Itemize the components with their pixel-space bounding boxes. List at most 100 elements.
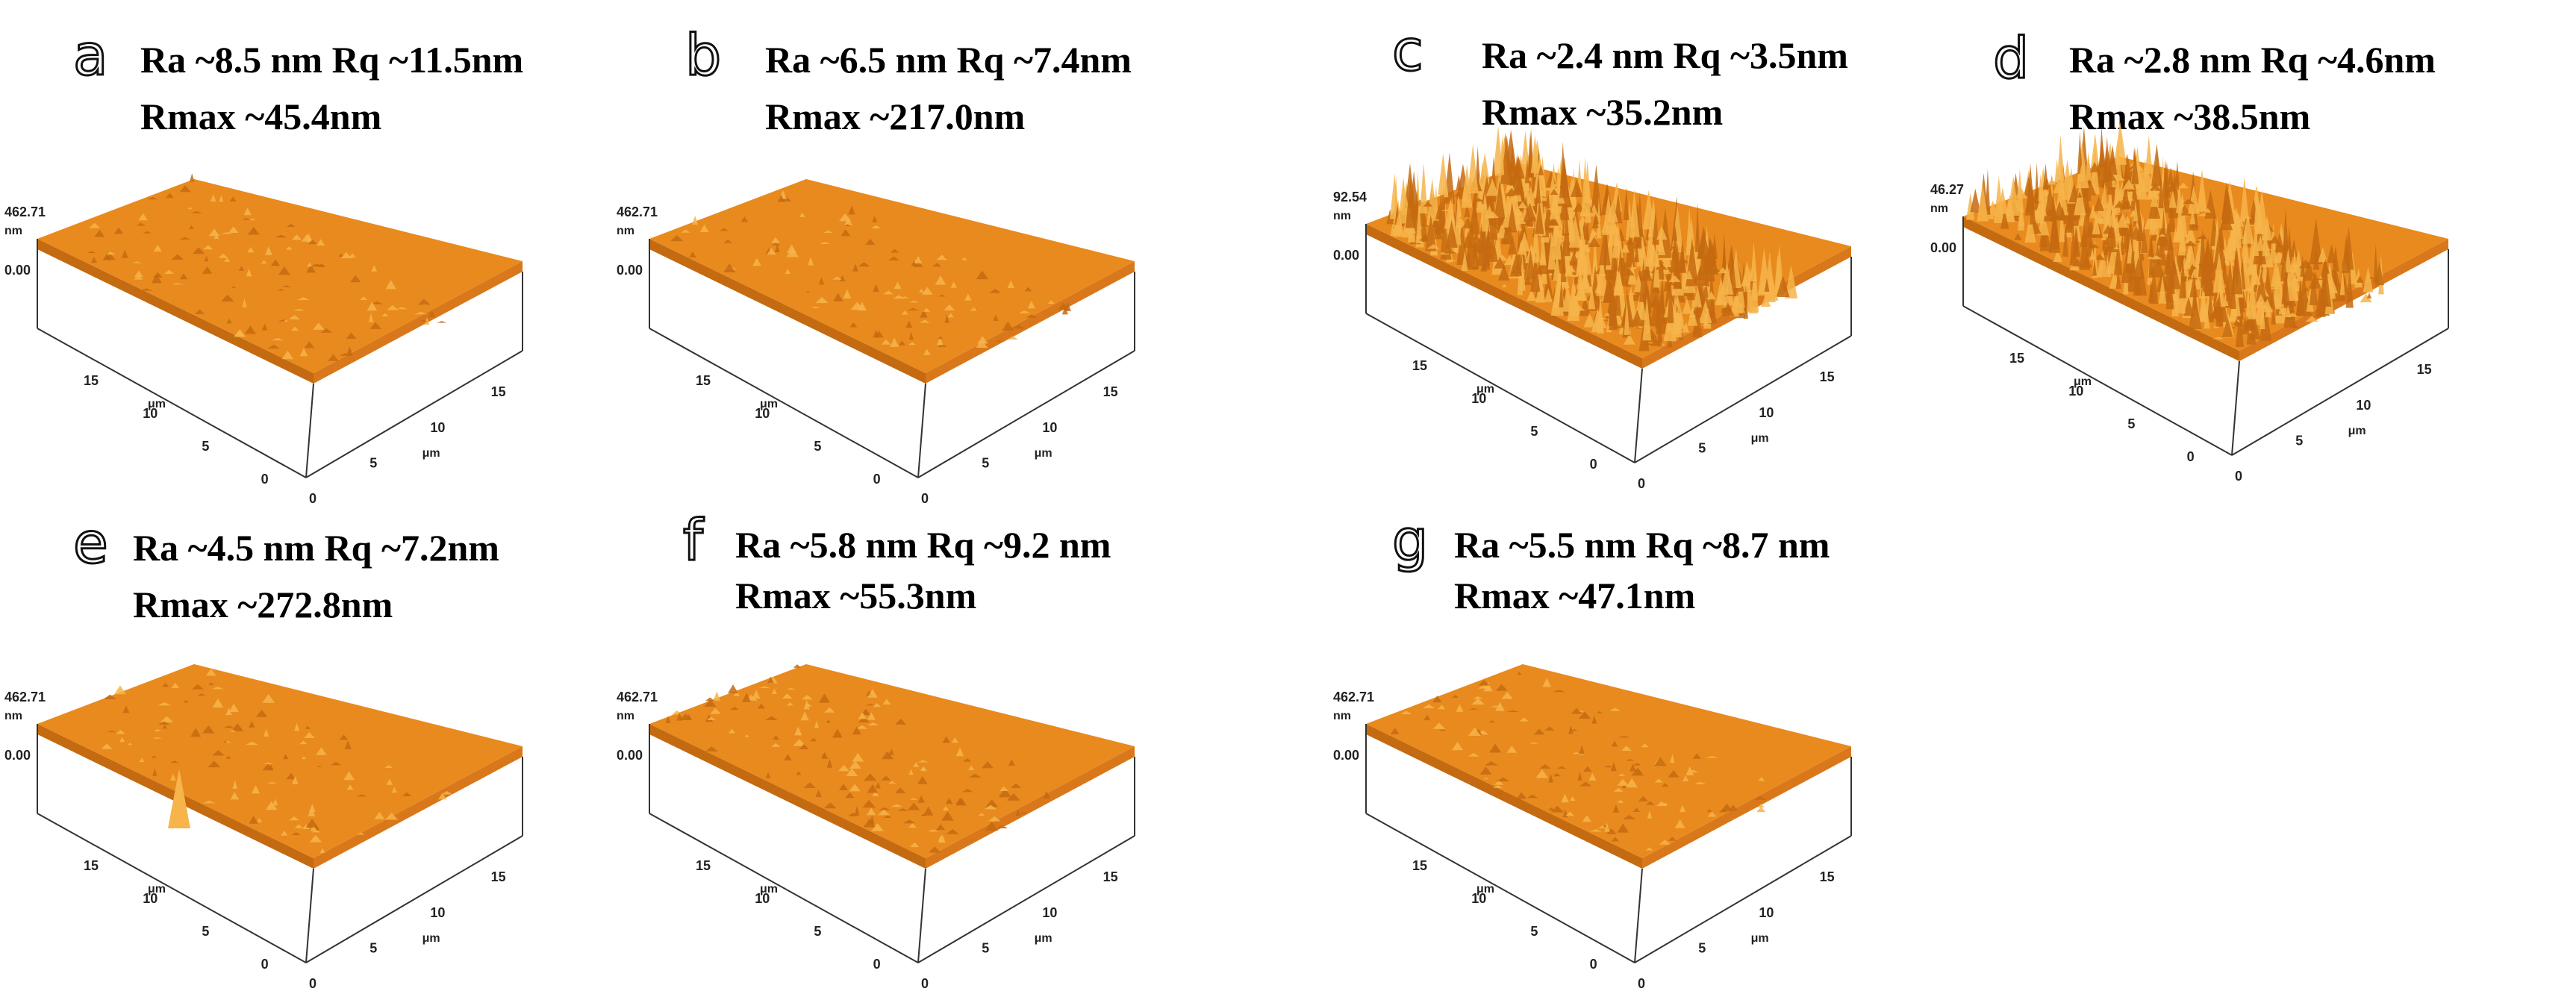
panel-d: d Ra ~2.8 nm Rq ~4.6nm Rmax ~38.5nm 46.2… (1926, 0, 2576, 507)
x-tick-label: 5 (982, 455, 989, 470)
surface-peak (249, 816, 258, 824)
surface-peak (2116, 213, 2129, 228)
surface-peak (2073, 225, 2079, 253)
x-tick-label: 10 (1759, 405, 1774, 420)
surface-peak (1517, 672, 1522, 675)
surface-peak (1561, 285, 1574, 312)
surface-peak (1977, 184, 1989, 222)
surface-peak (998, 787, 1011, 798)
y-tick-label: 0 (261, 957, 269, 972)
surface-peak (202, 800, 216, 804)
surface-peak (2241, 316, 2250, 334)
surface-peak (288, 816, 299, 821)
surface-peak (1668, 275, 1681, 282)
surface-peak (339, 353, 351, 356)
surface-side-left (37, 239, 314, 384)
panel-rmax: Rmax ~55.3nm (735, 575, 977, 616)
surface-peak (414, 311, 428, 315)
surface-peak (2356, 275, 2364, 283)
surface-peak (867, 722, 879, 725)
surface-peak (1562, 206, 1571, 257)
z-min-label: 0.00 (4, 748, 31, 763)
surface-peak (152, 768, 158, 776)
surface-peak (2085, 151, 2092, 181)
surface-peak (826, 719, 831, 723)
surface-peak (1494, 781, 1504, 785)
surface-peak (786, 244, 797, 254)
surface-peak (2157, 234, 2167, 237)
x-tick-label: 0 (309, 976, 316, 991)
surface-peak (441, 791, 453, 795)
surface-peak (1970, 188, 1981, 213)
y-tick-label: 10 (143, 406, 158, 421)
surface-peak (2039, 221, 2051, 251)
surface-peak (2092, 210, 2101, 235)
surface-peak (984, 804, 997, 810)
surface-peak (799, 213, 805, 217)
surface-peak (773, 734, 779, 740)
x-tick-label: 5 (2295, 433, 2303, 448)
surface-peak (102, 253, 111, 260)
surface-peak (1776, 275, 1790, 297)
x-tick-label: 0 (921, 491, 929, 506)
surface-peak (1533, 728, 1545, 735)
surface-peak (908, 802, 920, 810)
surface-peak (914, 256, 923, 264)
surface-peak (676, 712, 683, 721)
surface-peak (1479, 191, 1491, 232)
surface-peak (1668, 770, 1680, 778)
surface-peak (247, 246, 255, 253)
surface-peak (1556, 241, 1566, 274)
surface-peak (1018, 812, 1029, 814)
x-tick-label: 5 (1698, 440, 1706, 455)
surface-peak (1637, 769, 1642, 775)
surface-peak (340, 251, 352, 259)
surface-peak (226, 319, 232, 324)
z-min-label: 0.00 (4, 263, 31, 278)
surface-peak (1461, 165, 1473, 208)
surface-peak (208, 228, 220, 237)
surface-peak (728, 728, 736, 734)
surface-peak (1720, 262, 1734, 295)
surface-peak (192, 247, 205, 254)
panel-ra-rq: Ra ~2.8 nm Rq ~4.6nm (2069, 39, 2436, 81)
surface-peak (169, 773, 176, 781)
y-unit-label: μm (148, 398, 166, 410)
surface-peak (245, 741, 259, 746)
y-axis-line (649, 813, 919, 963)
z-min-label: 0.00 (1333, 748, 1359, 763)
surface-peak (704, 699, 717, 707)
y-tick-label: 0 (873, 472, 881, 487)
surface-peak (752, 689, 761, 699)
surface-peak (1706, 290, 1716, 300)
surface-peak (871, 822, 884, 831)
surface-peak (2053, 178, 2063, 194)
surface-peak (727, 684, 739, 694)
surface-peak (909, 798, 917, 800)
surface-peak (191, 684, 204, 690)
surface-peak (705, 746, 718, 751)
x-unit-label: μm (1035, 932, 1052, 945)
surface-peak (1478, 679, 1490, 686)
surface-peak (843, 289, 852, 299)
surface-peak (920, 766, 926, 771)
surface-peak (917, 760, 929, 763)
z-unit-label: nm (617, 225, 634, 237)
surface-peak (308, 239, 317, 245)
surface-peak (1613, 787, 1624, 792)
surface-peak (266, 781, 278, 784)
surface-peak (136, 222, 146, 226)
surface-peak (1673, 225, 1679, 262)
surface-peak (936, 254, 948, 260)
surface-peak (1588, 284, 1596, 310)
surface-peak (202, 266, 213, 274)
surface-peak (858, 262, 870, 267)
surface-peak (864, 773, 877, 781)
y-tick-label: 0 (873, 957, 881, 972)
surface-peak (2284, 248, 2292, 272)
surface-peak (286, 772, 296, 780)
surface-peak (2176, 184, 2183, 213)
surface-peak (1705, 756, 1719, 758)
surface-peak (105, 251, 116, 255)
surface-peak (843, 224, 852, 227)
